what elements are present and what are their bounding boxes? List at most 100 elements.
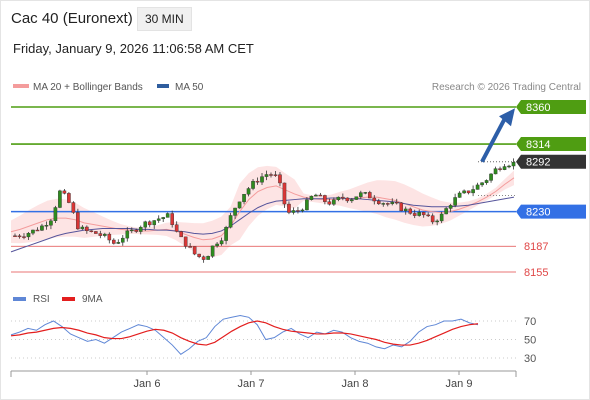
candle (179, 230, 183, 238)
candle (237, 201, 242, 209)
candle (147, 220, 152, 228)
candle (143, 220, 148, 232)
ma50-legend-swatch (157, 84, 169, 88)
timeframe-button[interactable]: 30 MIN (137, 7, 192, 31)
candle-body (372, 197, 377, 202)
candle-body (94, 231, 98, 234)
candle (489, 173, 493, 183)
level-value-8187: 8187 (524, 241, 548, 253)
candle (453, 193, 457, 208)
rsi-legend-label: RSI (33, 294, 50, 305)
candle-body (354, 196, 359, 200)
candle-body (58, 190, 62, 208)
candle (156, 215, 161, 223)
candle-body (291, 210, 296, 213)
candle-body (143, 221, 148, 228)
candle-body (350, 199, 354, 202)
candle-body (112, 239, 116, 244)
candle-body (457, 192, 462, 198)
candle-body (367, 192, 372, 199)
candle (116, 239, 121, 245)
candle-body (246, 188, 251, 195)
candle-body (498, 168, 502, 170)
candle-body (394, 201, 399, 204)
candle (192, 246, 197, 256)
candle (381, 202, 386, 207)
candle-body (98, 233, 103, 236)
candle (260, 172, 264, 185)
candle-body (269, 174, 273, 176)
candle-body (376, 200, 381, 205)
candle (98, 230, 103, 239)
candle-body (314, 194, 318, 197)
candle (31, 229, 35, 236)
candle (493, 166, 498, 175)
candle-body (67, 193, 71, 203)
candle-body (264, 174, 269, 177)
candle-body (183, 236, 188, 247)
candle (233, 207, 237, 220)
candle (174, 221, 179, 233)
candle (62, 189, 67, 195)
candle (170, 210, 174, 228)
candle (412, 209, 417, 219)
candle-body (462, 190, 466, 194)
candle-body (255, 180, 260, 183)
level-value-8314: 8314 (526, 139, 550, 151)
candle-body (147, 221, 152, 226)
candle (394, 198, 399, 205)
candle-body (174, 224, 179, 232)
candle-body (305, 199, 309, 211)
candle (471, 185, 475, 197)
ma50-line (10, 196, 515, 253)
candle (80, 225, 85, 230)
candle-body (260, 176, 264, 183)
level-value-8230: 8230 (526, 207, 550, 219)
candle-body (426, 214, 430, 217)
candle (376, 198, 381, 205)
candle (269, 172, 273, 178)
candle (49, 219, 53, 230)
candle-body (359, 192, 363, 197)
candle (462, 189, 466, 194)
candle-body (507, 165, 511, 168)
candle (430, 213, 435, 225)
candle-body (466, 190, 471, 194)
candle (350, 197, 354, 203)
candle (228, 212, 233, 229)
candle (291, 207, 296, 215)
candle (336, 196, 341, 202)
candle (475, 182, 480, 190)
candle-body (89, 230, 94, 233)
candle (296, 206, 300, 214)
candle-body (412, 213, 417, 216)
candle-body (116, 242, 121, 244)
x-tick-label: Jan 8 (342, 378, 369, 390)
candle-body (165, 213, 170, 218)
candle-body (219, 240, 224, 245)
ma20-legend-label: MA 20 + Bollinger Bands (33, 82, 143, 93)
candle (264, 170, 269, 181)
candle (94, 231, 98, 234)
candle-body (484, 180, 489, 183)
candle (210, 245, 215, 258)
candle (511, 158, 516, 170)
candle (484, 179, 489, 185)
candle (359, 190, 363, 199)
level-tag-8314 (516, 137, 586, 152)
candle-body (103, 233, 107, 236)
candle-body (242, 193, 246, 203)
candle-body (26, 232, 31, 238)
candle-body (224, 227, 228, 241)
candle (138, 225, 143, 235)
candle (112, 238, 116, 245)
candle-body (439, 213, 444, 222)
candle-body (201, 256, 206, 260)
candle-body (49, 220, 53, 226)
ma9-legend-label: 9MA (82, 294, 103, 305)
candle-body (71, 202, 76, 213)
candle (426, 212, 430, 217)
candle (103, 232, 107, 238)
candle (421, 211, 426, 218)
